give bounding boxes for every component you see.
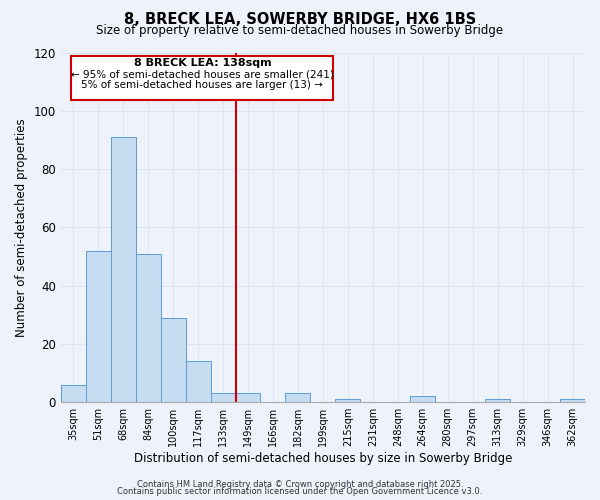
Bar [111, 137, 136, 402]
FancyBboxPatch shape [71, 56, 334, 100]
X-axis label: Distribution of semi-detached houses by size in Sowerby Bridge: Distribution of semi-detached houses by … [134, 452, 512, 465]
Y-axis label: Number of semi-detached properties: Number of semi-detached properties [15, 118, 28, 336]
Bar [560, 400, 585, 402]
Bar [485, 400, 510, 402]
Text: ← 95% of semi-detached houses are smaller (241): ← 95% of semi-detached houses are smalle… [71, 70, 334, 80]
Bar [236, 394, 260, 402]
Bar [211, 394, 236, 402]
Bar [61, 384, 86, 402]
Bar [136, 254, 161, 402]
Text: 8, BRECK LEA, SOWERBY BRIDGE, HX6 1BS: 8, BRECK LEA, SOWERBY BRIDGE, HX6 1BS [124, 12, 476, 28]
Text: 8 BRECK LEA: 138sqm: 8 BRECK LEA: 138sqm [134, 58, 271, 68]
Text: 5% of semi-detached houses are larger (13) →: 5% of semi-detached houses are larger (1… [82, 80, 323, 90]
Bar [185, 362, 211, 402]
Bar [410, 396, 435, 402]
Text: Contains public sector information licensed under the Open Government Licence v3: Contains public sector information licen… [118, 487, 482, 496]
Bar [161, 318, 185, 402]
Text: Contains HM Land Registry data © Crown copyright and database right 2025.: Contains HM Land Registry data © Crown c… [137, 480, 463, 489]
Bar [286, 394, 310, 402]
Bar [335, 400, 361, 402]
Bar [86, 250, 111, 402]
Text: Size of property relative to semi-detached houses in Sowerby Bridge: Size of property relative to semi-detach… [97, 24, 503, 37]
